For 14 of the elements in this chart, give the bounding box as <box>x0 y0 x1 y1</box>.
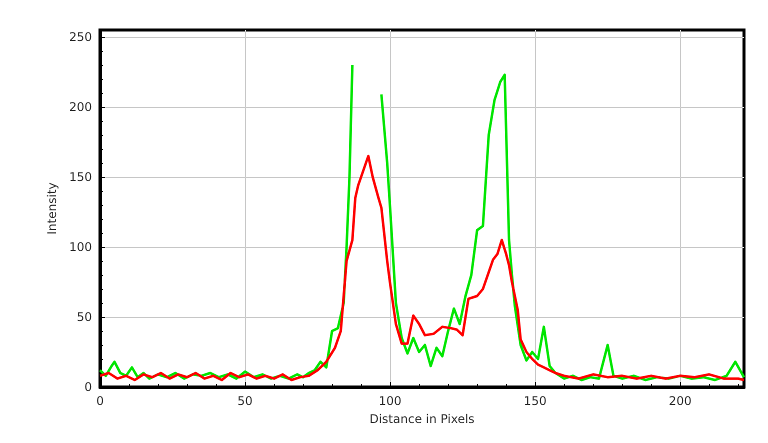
x-tick-label: 150 <box>524 394 547 408</box>
y-tick-label: 50 <box>76 310 92 324</box>
y-tick-label: 200 <box>69 100 92 114</box>
y-tick-label: 250 <box>69 30 92 44</box>
x-tick-label: 50 <box>237 394 253 408</box>
y-tick-label: 150 <box>69 170 92 184</box>
y-tick-label: 0 <box>84 380 92 394</box>
x-tick-label: 200 <box>668 394 692 408</box>
x-tick-label: 100 <box>378 394 402 408</box>
line-series <box>98 154 746 382</box>
x-axis-title: Distance in Pixels <box>369 412 475 426</box>
y-axis-title: Intensity <box>45 182 60 235</box>
y-tick-label: 100 <box>69 240 92 254</box>
x-tick-label: 0 <box>96 394 104 408</box>
